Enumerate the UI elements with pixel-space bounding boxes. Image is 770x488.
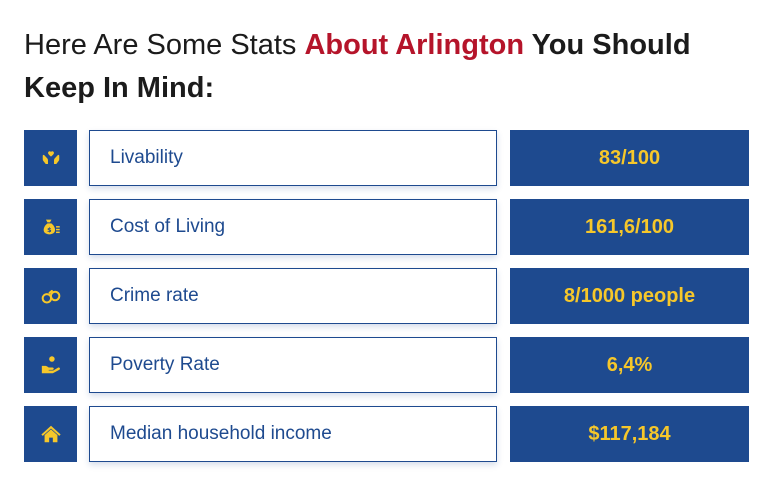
stat-value: 161,6/100	[585, 215, 674, 238]
stat-value: 8/1000 people	[563, 284, 696, 307]
stat-row-crime-rate: Crime rate 8/1000 people	[24, 268, 749, 324]
stat-label: Cost of Living	[110, 216, 226, 237]
stat-value-box: 8/1000 people	[510, 268, 749, 324]
stat-label: Poverty Rate	[110, 354, 220, 375]
stat-label-box: Median household income	[89, 406, 497, 462]
stat-value: 83/100	[598, 146, 661, 169]
stat-label-box: Crime rate	[89, 268, 497, 324]
house-icon	[24, 406, 77, 462]
stats-table: Livability 83/100 $ Cost of Living 161,6…	[24, 130, 749, 475]
hands-heart-icon	[24, 130, 77, 186]
stat-label: Median household income	[110, 423, 332, 444]
stat-value-box: $117,184	[510, 406, 749, 462]
svg-text:$: $	[47, 226, 52, 234]
stat-label-box: Cost of Living	[89, 199, 497, 255]
stat-row-median-household-income: Median household income $117,184	[24, 406, 749, 462]
stat-label: Crime rate	[110, 285, 199, 306]
stat-value-box: 6,4%	[510, 337, 749, 393]
stat-value-box: 161,6/100	[510, 199, 749, 255]
stat-label: Livability	[110, 147, 183, 168]
stat-label-box: Poverty Rate	[89, 337, 497, 393]
title-tail: You Should Keep In Mind:	[24, 29, 691, 104]
stat-value-box: 83/100	[510, 130, 749, 186]
handcuffs-icon	[24, 268, 77, 324]
money-bag-icon: $	[24, 199, 77, 255]
hand-coin-icon	[24, 337, 77, 393]
stat-label-box: Livability	[89, 130, 497, 186]
stat-row-livability: Livability 83/100	[24, 130, 749, 186]
stat-row-cost-of-living: $ Cost of Living 161,6/100	[24, 199, 749, 255]
stat-value: $117,184	[588, 422, 671, 445]
title-accent: About Arlington	[304, 29, 525, 61]
stat-value: 6,4%	[606, 353, 653, 376]
title-lead: Here Are Some Stats	[24, 29, 305, 61]
stat-row-poverty-rate: Poverty Rate 6,4%	[24, 337, 749, 393]
page-title: Here Are Some Stats About Arlington You …	[24, 24, 754, 110]
